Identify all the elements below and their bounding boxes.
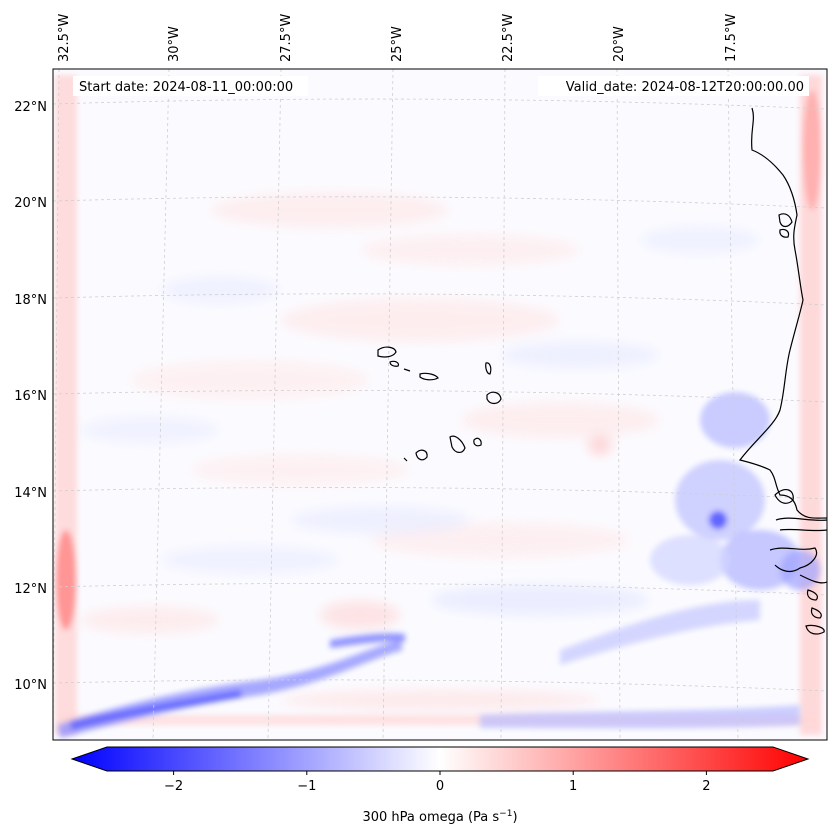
valid-date-label: Valid_date: 2024-08-12T20:00:00.00 (566, 80, 804, 95)
latitude-axis: 22°N 20°N 18°N 16°N 14°N 12°N 10°N (14, 100, 47, 693)
colorbar-ticks: −2 −1 0 1 2 (164, 771, 711, 794)
lat-label-5: 14°N (14, 486, 47, 501)
lat-label-1: 22°N (14, 100, 47, 115)
colorbar-label-end: ) (512, 810, 517, 825)
lon-label-6: 20°W (612, 26, 627, 62)
coastlines (738, 107, 827, 635)
lon-label-4: 25°W (390, 26, 405, 62)
colorbar-tick-label: 2 (702, 779, 710, 794)
colorbar-label-exponent: −1 (499, 809, 512, 819)
lon-label-2: 30°W (167, 26, 182, 62)
lat-label-4: 16°N (14, 389, 47, 404)
lat-label-6: 12°N (14, 582, 47, 597)
longitude-axis: 32.5°W 30°W 27.5°W 25°W 22.5°W 20°W 17.5… (57, 14, 739, 62)
start-date-label: Start date: 2024-08-11_00:00:00 (79, 80, 293, 95)
colorbar-body (70, 746, 810, 772)
graticule (53, 69, 827, 740)
omega-field (53, 69, 827, 740)
colorbar-tick-label: 1 (569, 779, 577, 794)
lat-label-3: 18°N (14, 293, 47, 308)
map-panel (52, 68, 828, 741)
colorbar-tick-label: 0 (436, 779, 444, 794)
lon-label-1: 32.5°W (57, 14, 72, 62)
african-coastline (738, 107, 827, 519)
colorbar-label: 300 hPa omega (Pa s−1) (362, 809, 517, 825)
lon-label-7: 17.5°W (724, 14, 739, 62)
lon-label-5: 22.5°W (501, 14, 516, 62)
header: Start date: 2024-08-11_00:00:00 Valid_da… (73, 76, 809, 96)
lat-label-2: 20°N (14, 196, 47, 211)
colorbar-tick-label: −1 (297, 779, 316, 794)
colorbar-tick-label: −2 (164, 779, 183, 794)
lon-label-3: 27.5°W (279, 14, 294, 62)
cape-verde-islands (377, 346, 502, 462)
lat-label-7: 10°N (14, 678, 47, 693)
colorbar: −2 −1 0 1 2 300 hPa omega (Pa s−1) (70, 746, 810, 825)
